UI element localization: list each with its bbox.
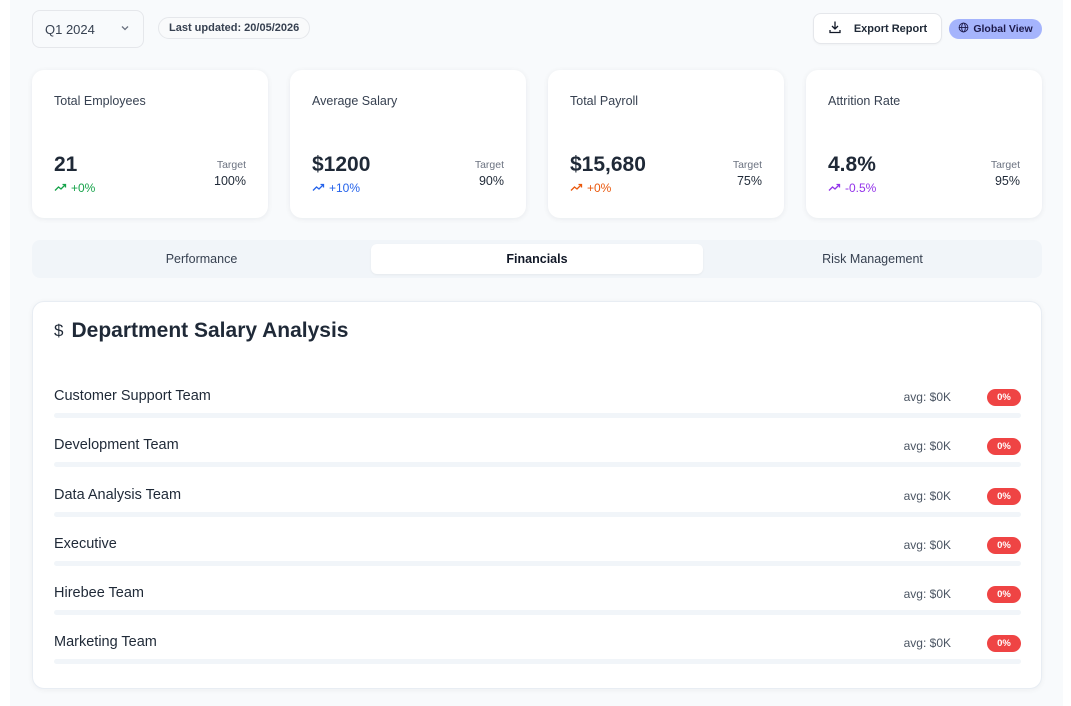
kpi-value: 21: [54, 153, 78, 176]
department-avg: avg: $0K: [903, 390, 951, 404]
trending-up-icon: [312, 181, 325, 195]
department-avg: avg: $0K: [903, 489, 951, 503]
globe-icon: [958, 22, 969, 36]
last-updated-badge: Last updated: 20/05/2026: [158, 17, 311, 39]
department-avg: avg: $0K: [903, 636, 951, 650]
kpi-target-label: Target: [990, 159, 1020, 171]
kpi-change: +10%: [312, 181, 360, 195]
tab-performance[interactable]: Performance: [165, 252, 238, 266]
kpi-target-label: Target: [474, 159, 504, 171]
kpi-change: -0.5%: [828, 181, 876, 195]
department-name: Customer Support Team: [54, 388, 211, 404]
dashboard-page: Q1 2024 Last updated: 20/05/2026 Export …: [10, 0, 1063, 706]
period-value: Q1 2024: [45, 21, 95, 37]
panel-title-text: Department Salary Analysis: [71, 319, 349, 342]
kpi-title: Average Salary: [312, 94, 398, 108]
change-badge: 0%: [987, 537, 1021, 554]
kpi-value: 4.8%: [828, 153, 876, 176]
salary-bar-track: [54, 413, 1021, 418]
department-row: Development Team avg: $0K 0%: [54, 437, 1021, 473]
tab-financials[interactable]: Financials: [371, 244, 703, 274]
department-avg: avg: $0K: [903, 587, 951, 601]
kpi-card-total-payroll: Total Payroll $15,680 +0% Target 75%: [548, 70, 784, 218]
trending-up-icon: [828, 181, 841, 195]
download-icon: [828, 20, 842, 37]
kpi-card-average-salary: Average Salary $1200 +10% Target 90%: [290, 70, 526, 218]
salary-bar-track: [54, 462, 1021, 467]
tab-bar: Performance Financials Risk Management: [32, 240, 1042, 278]
department-row: Hirebee Team avg: $0K 0%: [54, 585, 1021, 621]
department-row: Executive avg: $0K 0%: [54, 536, 1021, 572]
kpi-target-value: 100%: [214, 174, 246, 188]
department-row: Data Analysis Team avg: $0K 0%: [54, 487, 1021, 523]
kpi-value: $1200: [312, 153, 371, 176]
global-view-label: Global View: [973, 23, 1033, 35]
department-avg: avg: $0K: [903, 538, 951, 552]
department-salary-panel: $ Department Salary Analysis Customer Su…: [32, 301, 1042, 689]
department-name: Executive: [54, 536, 117, 552]
department-row: Customer Support Team avg: $0K 0%: [54, 388, 1021, 424]
salary-bar-track: [54, 561, 1021, 566]
change-badge: 0%: [987, 586, 1021, 603]
salary-bar-track: [54, 659, 1021, 664]
kpi-title: Attrition Rate: [828, 94, 901, 108]
dollar-icon: $: [54, 321, 64, 340]
kpi-change-value: +0%: [71, 181, 96, 195]
department-name: Development Team: [54, 437, 179, 453]
kpi-change: +0%: [54, 181, 95, 195]
department-name: Data Analysis Team: [54, 487, 182, 503]
change-badge: 0%: [987, 389, 1021, 406]
kpi-change: +0%: [570, 181, 611, 195]
kpi-card-attrition-rate: Attrition Rate 4.8% -0.5% Target 95%: [806, 70, 1042, 218]
panel-title: $ Department Salary Analysis: [54, 319, 348, 343]
department-row: Marketing Team avg: $0K 0%: [54, 634, 1021, 670]
export-report-label: Export Report: [853, 22, 928, 35]
salary-bar-track: [54, 610, 1021, 615]
kpi-change-value: -0.5%: [845, 181, 877, 195]
kpi-target-value: 90%: [478, 174, 504, 188]
kpi-change-value: +10%: [329, 181, 361, 195]
department-name: Hirebee Team: [54, 585, 145, 601]
kpi-target-value: 75%: [736, 174, 762, 188]
department-avg: avg: $0K: [903, 439, 951, 453]
kpi-target-label: Target: [732, 159, 762, 171]
kpi-change-value: +0%: [587, 181, 612, 195]
export-report-button[interactable]: Export Report: [813, 13, 942, 44]
department-name: Marketing Team: [54, 634, 157, 650]
trending-up-icon: [54, 181, 67, 195]
kpi-card-total-employees: Total Employees 21 +0% Target 100%: [32, 70, 268, 218]
kpi-title: Total Payroll: [570, 94, 639, 108]
kpi-title: Total Employees: [54, 94, 146, 108]
change-badge: 0%: [987, 635, 1021, 652]
tab-risk-management[interactable]: Risk Management: [822, 252, 923, 266]
period-select[interactable]: Q1 2024: [32, 10, 144, 48]
salary-bar-track: [54, 512, 1021, 517]
change-badge: 0%: [987, 438, 1021, 455]
chevron-down-icon: [119, 22, 131, 37]
global-view-badge[interactable]: Global View: [949, 19, 1042, 39]
trending-up-icon: [570, 181, 583, 195]
change-badge: 0%: [987, 488, 1021, 505]
kpi-value: $15,680: [570, 153, 646, 176]
kpi-target-value: 95%: [994, 174, 1020, 188]
kpi-target-label: Target: [216, 159, 246, 171]
